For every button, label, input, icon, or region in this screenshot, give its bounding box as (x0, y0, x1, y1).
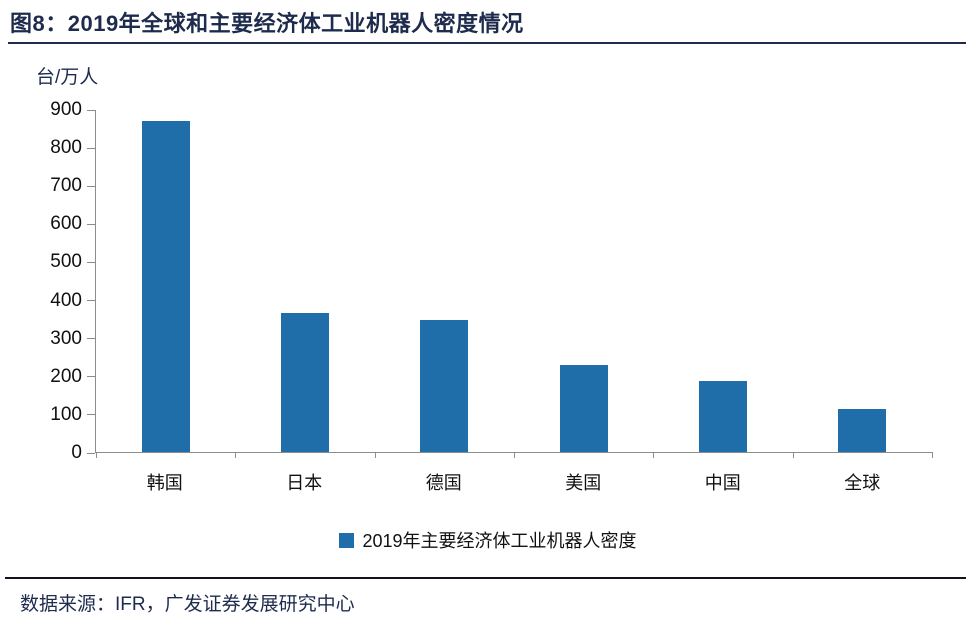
y-tick-mark (87, 414, 95, 416)
y-tick-label: 500 (50, 251, 82, 273)
legend-swatch-icon (339, 532, 355, 548)
title-divider (8, 42, 966, 44)
y-tick-label: 200 (50, 365, 82, 387)
bar-slot (96, 110, 235, 452)
x-axis-labels: 韩国 日本 德国 美国 中国 全球 (95, 469, 932, 495)
y-tick-label: 700 (50, 175, 82, 197)
y-tick-label: 900 (50, 99, 82, 120)
x-axis-label: 全球 (844, 473, 881, 493)
bar (420, 320, 469, 452)
y-tick-mark (87, 261, 95, 263)
y-tick-label: 300 (50, 327, 82, 349)
data-source: 数据来源：IFR，广发证券发展研究中心 (20, 594, 355, 615)
y-tick-mark (87, 109, 95, 111)
x-tick-mark (653, 452, 655, 458)
y-tick-label: 600 (50, 213, 82, 235)
y-tick-label: 800 (50, 137, 82, 159)
bar-slot (235, 110, 374, 452)
bar-slot (375, 110, 514, 452)
figure-title: 图8：2019年全球和主要经济体工业机器人密度情况 (10, 11, 524, 36)
x-tick-mark (932, 452, 933, 458)
legend-label: 2019年主要经济体工业机器人密度 (362, 531, 637, 551)
footer-divider (5, 577, 966, 579)
legend: 2019年主要经济体工业机器人密度 (0, 527, 976, 553)
x-tick-mark (792, 452, 794, 458)
bar-slot (793, 110, 932, 452)
bars-group (96, 110, 932, 452)
x-axis-label: 美国 (565, 473, 602, 493)
bar (559, 365, 608, 452)
y-tick-label: 100 (50, 403, 82, 425)
x-tick-mark (96, 452, 97, 458)
y-tick-label: 0 (71, 442, 82, 463)
y-axis-unit-label: 台/万人 (36, 67, 99, 88)
bar (698, 380, 747, 452)
plot-area: 0 100 200 300 400 500 600 700 800 900 (50, 99, 933, 463)
x-tick-mark (374, 452, 376, 458)
x-axis-label: 中国 (704, 473, 741, 493)
x-axis-label: 韩国 (146, 473, 183, 493)
y-tick-mark (87, 300, 95, 302)
x-tick-mark (235, 452, 237, 458)
bar (838, 408, 887, 452)
bar-slot (653, 110, 792, 452)
bar-slot (514, 110, 653, 452)
bar (141, 121, 190, 452)
y-tick-mark (87, 376, 95, 378)
y-tick-mark (87, 223, 95, 225)
y-tick-mark (87, 452, 95, 454)
x-tick-mark (514, 452, 515, 458)
x-axis-label: 德国 (425, 473, 462, 493)
y-tick-mark (87, 147, 95, 149)
y-tick-mark (87, 338, 95, 340)
x-axis-label: 日本 (286, 473, 323, 493)
y-tick-label: 400 (50, 289, 82, 311)
y-tick-mark (87, 185, 95, 187)
bar (280, 313, 329, 452)
